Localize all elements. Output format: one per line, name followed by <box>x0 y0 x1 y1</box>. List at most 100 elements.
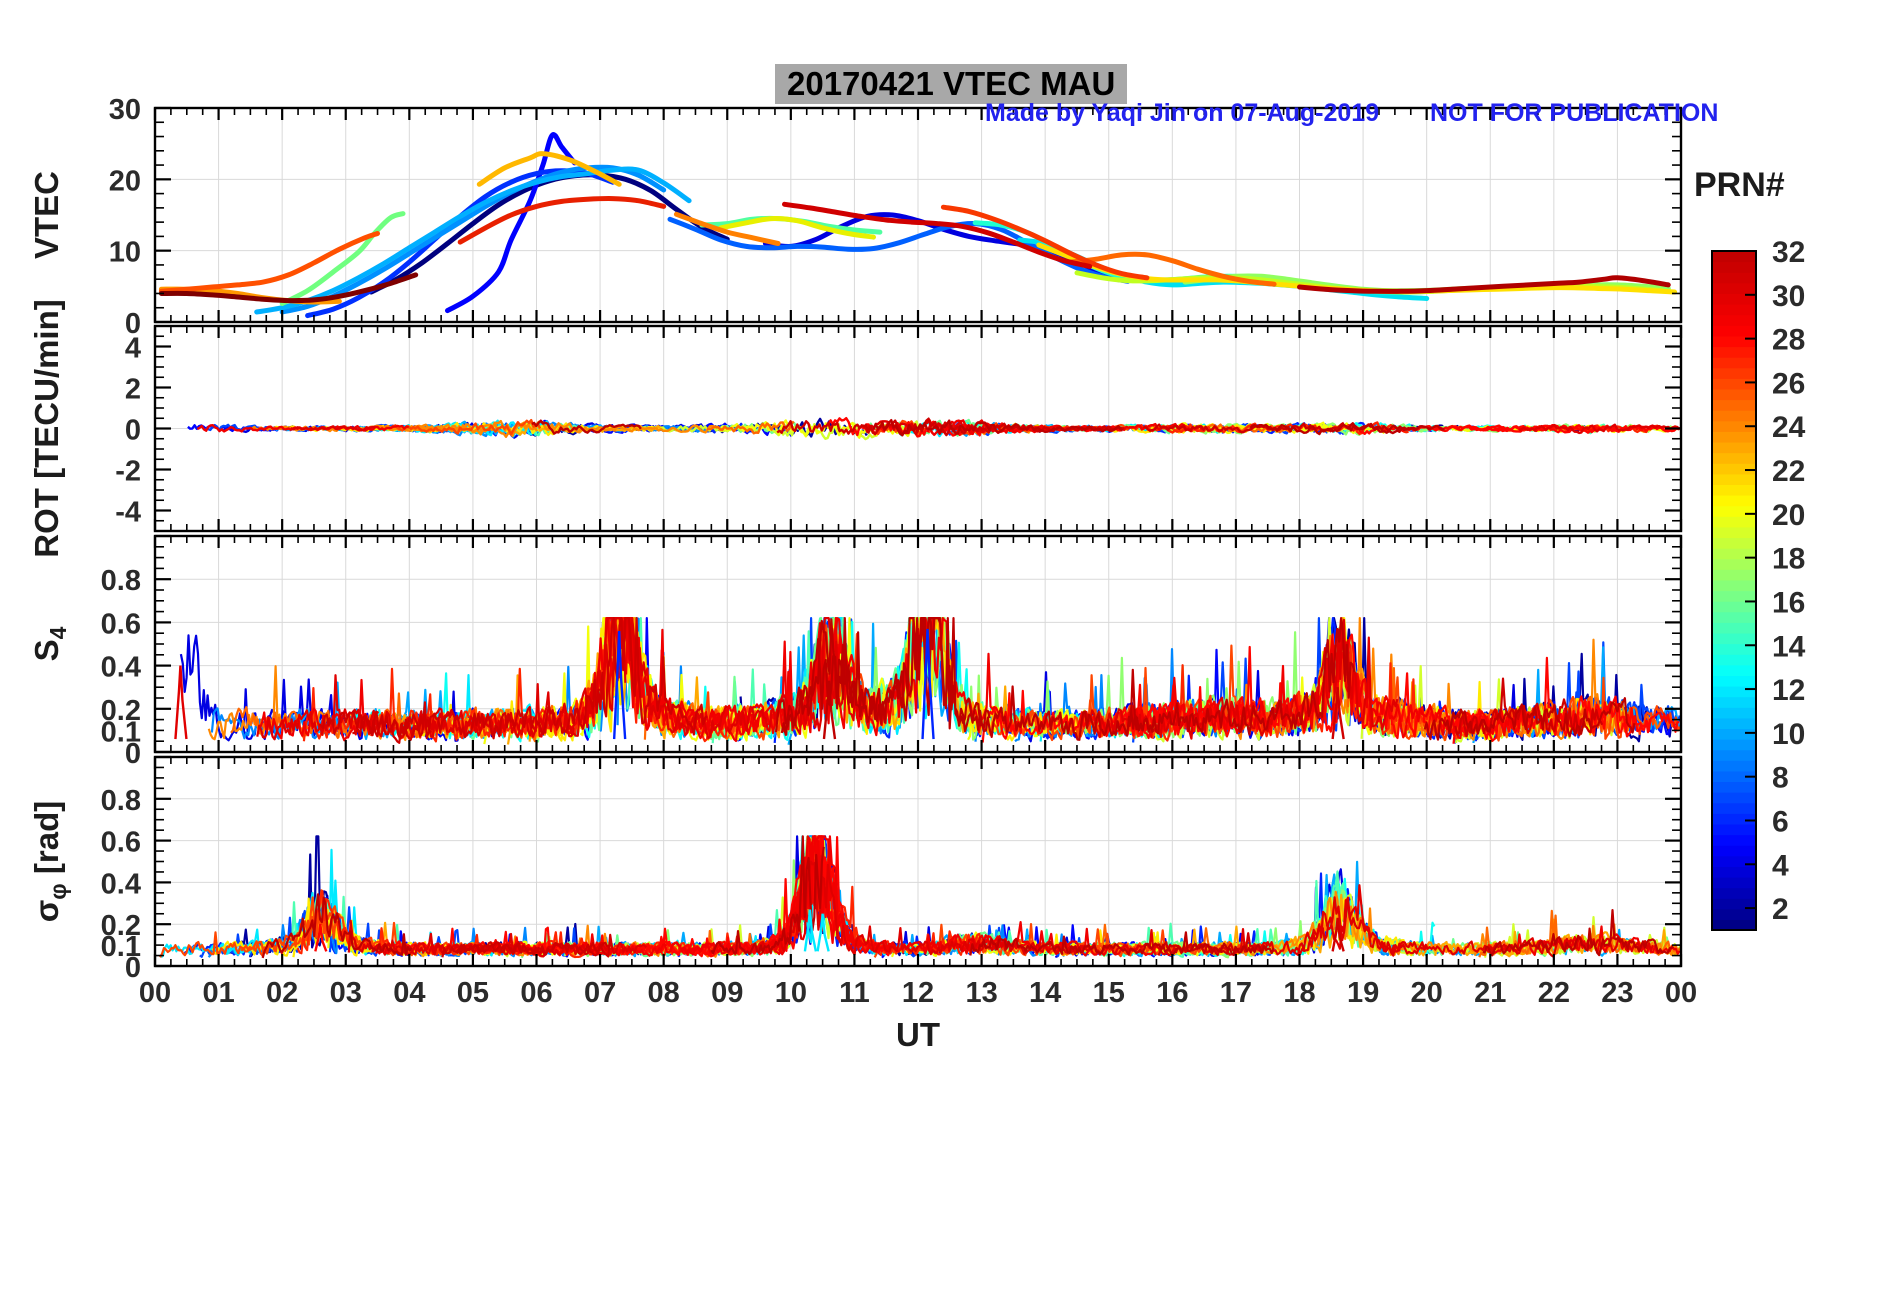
rot-series-prn-25 <box>707 420 795 435</box>
colorbar-swatch <box>1712 696 1756 708</box>
rot-ytick-label: 2 <box>125 374 141 406</box>
sigmaphi-ytick-label: 0.1 <box>101 931 141 963</box>
ut-tick-label: 10 <box>775 977 807 1009</box>
peak-event-marker <box>1331 917 1345 952</box>
rot-series-prn-32 <box>1249 422 1418 436</box>
colorbar-swatch <box>1712 282 1756 295</box>
disclaimer-note: NOT FOR PUBLICATION <box>1430 99 1718 127</box>
ut-tick-label: 03 <box>330 977 362 1009</box>
colorbar-swatch <box>1712 632 1756 645</box>
colorbar-swatch <box>1712 855 1756 867</box>
vtec-ytick-label: 10 <box>109 237 141 269</box>
ut-tick-label: 04 <box>393 977 425 1009</box>
vtec-series-prn-20 <box>718 216 876 240</box>
colorbar-swatch <box>1712 473 1756 486</box>
ut-tick-label: 02 <box>266 977 298 1009</box>
colorbar-swatch <box>1712 526 1756 539</box>
panel-sigmaphi-series-prn-32 <box>261 893 413 959</box>
colorbar-swatch <box>1712 335 1756 348</box>
vtec-series-prn-27 <box>158 231 380 294</box>
colorbar-tick-label: 18 <box>1772 543 1805 576</box>
colorbar-swatch <box>1712 431 1756 443</box>
s4-ytick-label: 0.4 <box>101 652 141 684</box>
vtec-series-prn-16 <box>279 211 406 306</box>
vtec-series-prn-30 <box>782 201 1093 269</box>
colorbar-swatch <box>1712 495 1756 507</box>
vtec-series-prn-29 <box>457 196 667 245</box>
colorbar[interactable]: 32 30 28 26 24 22 20 18 16 14 12 10 8 6 4 2 PRN# <box>1694 166 1806 931</box>
colorbar-swatch <box>1712 569 1756 581</box>
colorbar-swatch <box>1712 251 1756 263</box>
colorbar-swatch <box>1712 728 1756 740</box>
vtec-series-prn-28 <box>940 204 1150 281</box>
sigmaphi-ytick-label: 0.2 <box>101 910 141 942</box>
sigmaphi-axis-title: σφ [rad] <box>28 801 71 923</box>
colorbar-swatch <box>1712 378 1756 390</box>
colorbar-tick-label: 8 <box>1772 762 1789 795</box>
axes <box>153 106 1683 968</box>
colorbar-swatch <box>1712 739 1756 751</box>
colorbar-swatch <box>1712 654 1756 666</box>
panel-s4-series-prn-30 <box>411 617 729 740</box>
colorbar-swatch <box>1712 707 1756 719</box>
colorbar-tick-label: 22 <box>1772 455 1805 488</box>
colorbar-swatch <box>1712 823 1756 836</box>
colorbar-swatch <box>1712 813 1756 825</box>
colorbar-swatch <box>1712 898 1756 910</box>
panel-vtec-data <box>158 132 1678 319</box>
panel-s4-series-prn-31 <box>352 617 708 740</box>
ut-tick-label: 01 <box>202 977 234 1009</box>
colorbar-tick-label: 26 <box>1772 367 1805 400</box>
ut-tick-label: 00 <box>1665 977 1697 1009</box>
colorbar-swatch <box>1712 781 1756 793</box>
colorbar-swatch <box>1712 834 1756 846</box>
panel-sigmaphi-series-prn-32 <box>969 931 1275 956</box>
colorbar-swatch <box>1712 548 1756 560</box>
panel-sigmaphi-series-prn-26 <box>240 889 403 957</box>
colorbar-swatch <box>1712 388 1756 401</box>
colorbar-tick-label: 32 <box>1772 236 1805 269</box>
colorbar-swatch <box>1712 357 1756 369</box>
sigmaphi-ytick-label: 0.8 <box>101 785 141 817</box>
colorbar-swatch <box>1712 876 1756 889</box>
panel-s4-data <box>174 617 1681 745</box>
rot-ytick-label: 4 <box>125 333 141 365</box>
colorbar-swatch <box>1712 314 1756 326</box>
rot-ytick-label: -4 <box>115 497 141 529</box>
colorbar-tick-label: 16 <box>1772 586 1805 619</box>
ut-tick-label: 09 <box>711 977 743 1009</box>
vtec-series-prn-25 <box>673 211 781 246</box>
panel-s4-series-prn-30 <box>726 617 866 735</box>
colorbar-tick-label: 28 <box>1772 324 1805 357</box>
panel-sigmaphi-series-prn-29 <box>748 835 896 952</box>
colorbar-tick-label: 14 <box>1772 630 1806 663</box>
colorbar-swatch <box>1712 367 1756 379</box>
s4-ytick-label: 0.8 <box>101 565 141 597</box>
panel-sigmaphi-series-prn-29 <box>922 927 1157 957</box>
ut-tick-label: 16 <box>1156 977 1188 1009</box>
colorbar-swatch <box>1712 919 1756 931</box>
vtec-ytick-label: 0 <box>125 308 141 340</box>
panel-sigmaphi-series-prn-30 <box>757 860 1028 956</box>
vtec-ytick-label: 20 <box>109 165 141 197</box>
peak-event-marker <box>816 913 830 952</box>
colorbar-swatch <box>1712 463 1756 475</box>
ut-tick-label: 12 <box>902 977 934 1009</box>
colorbar-swatch <box>1712 579 1756 592</box>
ut-tick-label: 15 <box>1093 977 1125 1009</box>
colorbar-swatch <box>1712 516 1756 528</box>
vtec-series-prn-31 <box>1297 275 1671 294</box>
colorbar-tick-label: 6 <box>1772 805 1789 838</box>
colorbar-swatch <box>1712 601 1756 613</box>
sigmaphi-ytick-label: 0.6 <box>101 827 141 859</box>
colorbar-swatch <box>1712 611 1756 623</box>
vtec-series-prn-10 <box>254 166 692 315</box>
ut-tick-label: 18 <box>1283 977 1315 1009</box>
colorbar-tick-label: 24 <box>1772 411 1806 444</box>
rot-series-prn-32 <box>872 419 1124 437</box>
colorbar-swatch <box>1712 558 1756 570</box>
colorbar-swatch <box>1712 293 1756 305</box>
colorbar-swatch <box>1712 484 1756 496</box>
